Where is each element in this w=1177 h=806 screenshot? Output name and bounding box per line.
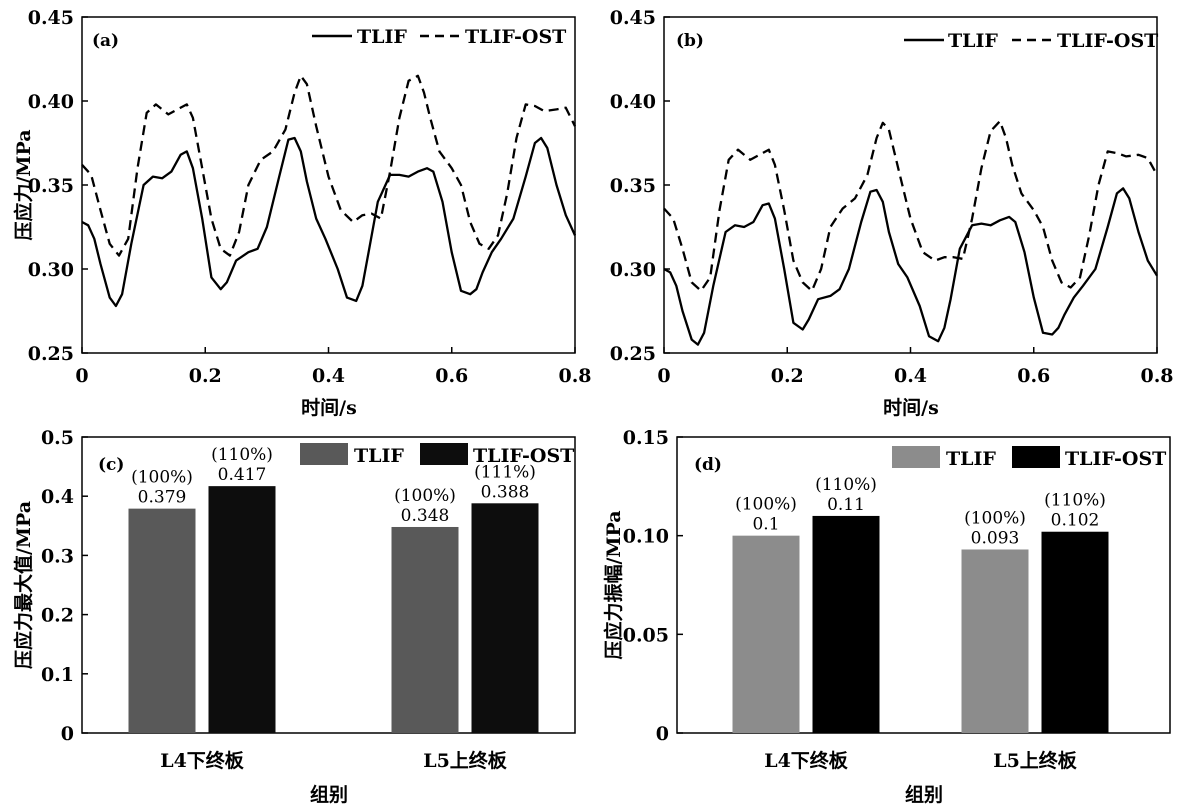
- chart-b: (b) 时间/s TLIF TLIF-OST 0.250.300.350.400…: [610, 7, 1174, 419]
- ytick-label-c: 0.2: [41, 605, 74, 627]
- bar-value-label-d: 0.093: [971, 528, 1020, 548]
- bar-value-label-d: 0.11: [827, 495, 865, 515]
- ytick-label-a: 0.40: [28, 91, 74, 113]
- xlabel-a: 时间/s: [301, 397, 357, 419]
- legend-c-tlif-swatch: [300, 443, 348, 465]
- xtick-label-b: 0.8: [1140, 365, 1173, 387]
- ylabel-a: 压应力/MPa: [12, 129, 35, 240]
- xtick-label-b: 0.2: [771, 365, 804, 387]
- legend-d-ost-swatch: [1012, 446, 1060, 468]
- ytick-label-a: 0.35: [28, 175, 74, 197]
- ytick-label-b: 0.35: [610, 175, 656, 197]
- bar-percent-label-d: (110%): [815, 475, 877, 495]
- legend-b-ost-label: TLIF-OST: [1057, 30, 1158, 52]
- series-line-b-tlif: [663, 187, 1158, 346]
- ytick-label-c: 0.3: [41, 545, 74, 567]
- xlabel-b: 时间/s: [883, 397, 939, 419]
- bar-value-label-c: 0.388: [481, 482, 530, 502]
- legend-d: TLIF TLIF-OST: [892, 446, 1166, 470]
- category-label-c: L4下终板: [160, 749, 245, 772]
- legend-c-ost-swatch: [420, 443, 468, 465]
- panel-label-d: (d): [694, 455, 722, 475]
- bar-d-tlif: [961, 549, 1029, 733]
- ytick-label-c: 0: [61, 723, 74, 745]
- bar-percent-label-d: (100%): [735, 495, 797, 515]
- bar-percent-label-c: (100%): [131, 468, 193, 488]
- legend-c: TLIF TLIF-OST: [300, 443, 574, 467]
- xtick-label-a: 0.6: [435, 365, 468, 387]
- bar-c-tlif: [128, 508, 196, 733]
- plot-frame-b: [663, 16, 1158, 354]
- xtick-label-b: 0.6: [1017, 365, 1050, 387]
- ytick-label-d: 0.15: [623, 427, 669, 449]
- bar-value-label-c: 0.348: [401, 506, 450, 526]
- bar-percent-label-d: (110%): [1044, 491, 1106, 511]
- xlabel-d: 组别: [905, 783, 943, 806]
- xtick-label-a: 0.4: [312, 365, 345, 387]
- legend-b-tlif-label: TLIF: [948, 30, 998, 52]
- legend-d-tlif-swatch: [892, 446, 940, 468]
- bar-d-tlif-ost: [812, 515, 880, 733]
- xtick-label-b: 0.4: [894, 365, 927, 387]
- series-line-a-tlif-ost: [81, 74, 577, 257]
- plot-frame-a: [81, 16, 576, 354]
- series-line-b-tlif-ost: [663, 120, 1159, 292]
- ytick-label-a: 0.45: [28, 7, 74, 29]
- ytick-label-a: 0.25: [28, 343, 74, 365]
- bar-percent-label-c: (111%): [474, 462, 536, 482]
- legend-c-tlif-label: TLIF: [354, 445, 404, 467]
- ylabel-c: 压应力最大值/MPa: [12, 501, 35, 669]
- ylabel-d: 压应力振幅/MPa: [602, 510, 625, 659]
- legend-a-tlif-label: TLIF: [357, 26, 407, 48]
- bar-c-tlif: [391, 526, 459, 733]
- ytick-label-b: 0.40: [610, 91, 656, 113]
- bar-value-label-c: 0.417: [218, 465, 267, 485]
- bar-c-tlif-ost: [471, 503, 539, 733]
- ytick-label-d: 0.10: [623, 526, 669, 548]
- bar-percent-label-c: (110%): [211, 445, 273, 465]
- ytick-label-c: 0.4: [41, 486, 74, 508]
- ytick-label-a: 0.30: [28, 259, 74, 281]
- panel-label-b: (b): [676, 31, 704, 51]
- category-label-c: L5上终板: [423, 749, 508, 772]
- legend-d-ost-label: TLIF-OST: [1065, 448, 1166, 470]
- bar-c-tlif-ost: [208, 486, 276, 733]
- ytick-label-c: 0.1: [41, 664, 74, 686]
- chart-c: (c) 压应力最大值/MPa 组别 TLIF TLIF-OST 0 0.1 0.2 0…: [12, 427, 576, 806]
- bar-value-label-d: 0.102: [1051, 511, 1100, 531]
- bar-percent-label-d: (100%): [964, 508, 1026, 528]
- series-line-a-tlif: [81, 136, 577, 308]
- ytick-label-b: 0.25: [610, 343, 656, 365]
- chart-a: (a) 压应力/MPa 时间/s TLIF TLIF-OST 0.25 0.30 0…: [12, 7, 592, 419]
- bar-percent-label-c: (100%): [394, 486, 456, 506]
- bar-d-tlif: [732, 535, 800, 733]
- category-label-d: L5上终板: [993, 749, 1078, 772]
- panel-label-a: (a): [92, 31, 119, 51]
- legend-c-ost-label: TLIF-OST: [473, 445, 574, 467]
- bar-value-label-c: 0.379: [138, 488, 187, 508]
- legend-a: TLIF TLIF-OST: [312, 26, 566, 48]
- ytick-label-d: 0.05: [623, 624, 669, 646]
- ytick-label-b: 0.30: [610, 259, 656, 281]
- xtick-label-a: 0.8: [558, 365, 591, 387]
- bar-value-label-d: 0.1: [752, 515, 779, 535]
- plot-frame-d: [676, 436, 1171, 734]
- legend-d-tlif-label: TLIF: [946, 448, 996, 470]
- xlabel-c: 组别: [310, 783, 348, 806]
- panel-label-c: (c): [98, 455, 124, 475]
- xtick-label-a: 0: [75, 365, 88, 387]
- legend-b: TLIF TLIF-OST: [904, 30, 1158, 52]
- bar-d-tlif-ost: [1041, 531, 1109, 733]
- ytick-label-b: 0.45: [610, 7, 656, 29]
- xtick-label-b: 0: [657, 365, 670, 387]
- chart-d: (d) 压应力振幅/MPa 组别 TLIF TLIF-OST 00.050.10…: [602, 427, 1171, 806]
- legend-a-ost-label: TLIF-OST: [465, 26, 566, 48]
- ytick-label-c: 0.5: [41, 427, 74, 449]
- category-label-d: L4下终板: [764, 749, 849, 772]
- ytick-label-d: 0: [656, 723, 669, 745]
- xtick-label-a: 0.2: [189, 365, 222, 387]
- plot-frame-c: [81, 436, 576, 734]
